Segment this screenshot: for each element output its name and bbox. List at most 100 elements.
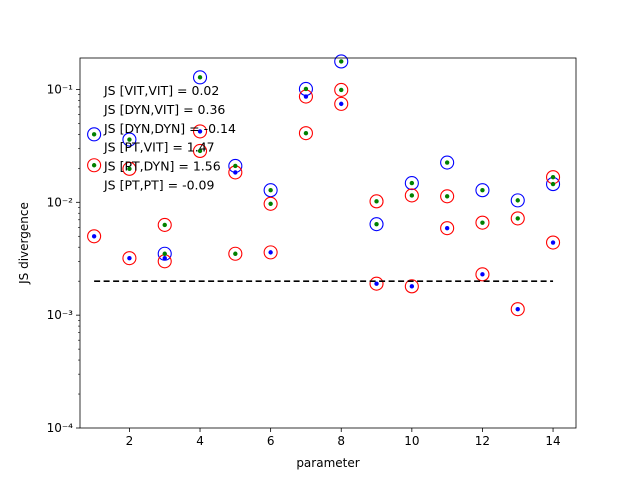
annotation-text: JS [DYN,VIT] = 0.36 [103,102,225,117]
data-dot-marker [480,220,485,225]
data-dot-marker [303,94,309,99]
data-dot-marker [127,166,132,172]
data-ring-marker [369,217,384,232]
y-tick-label: 10⁻⁴ [47,421,74,435]
data-ring-marker [192,70,208,85]
data-ring-marker [440,221,455,236]
data-dot-marker [197,148,203,154]
data-dot-marker [515,216,520,221]
data-ring-marker [404,176,419,191]
x-tick-label: 4 [196,434,204,448]
data-dot-marker [268,250,273,255]
plot-background [80,58,576,428]
data-dot-marker [409,180,415,186]
data-ring-marker [404,188,419,203]
data-ring-marker [510,302,525,317]
data-dot-marker [162,255,167,261]
x-tick-label: 8 [337,434,345,448]
data-dot-marker [233,170,238,175]
data-ring-marker [510,211,525,226]
x-axis-ticks: 2 4 6 8 10 12 14 [126,428,561,448]
data-dot-marker [127,137,132,142]
annotation-text: JS [DYN,DYN] = -0.14 [103,121,236,136]
data-markers [87,54,561,317]
data-dot-marker [162,251,167,256]
data-ring-marker [475,267,490,282]
data-dot-marker [339,101,344,107]
data-dot-marker [550,181,556,187]
data-ring-marker [510,193,525,208]
data-ring-marker [298,126,313,141]
data-ring-marker [440,155,455,170]
data-dot-marker [233,163,238,169]
data-dot-marker [268,188,273,193]
data-ring-marker [157,217,172,232]
data-ring-marker [122,161,137,176]
y-tick-label: 10⁻³ [47,308,74,322]
x-tick-label: 6 [267,434,275,448]
data-dot-marker [233,251,238,256]
data-dot-marker [197,129,203,134]
data-dot-marker [444,160,450,165]
data-ring-marker [87,127,102,142]
x-tick-label: 12 [475,434,490,448]
data-ring-marker [404,279,419,294]
annotation-text: JS [PT,VIT] = 1.47 [103,140,215,155]
data-ring-marker [334,82,349,97]
data-dot-marker [550,174,556,180]
data-dot-marker [127,255,132,261]
y-tick-label: 10⁻² [47,195,74,209]
data-dot-marker [91,163,97,168]
data-dot-marker [374,221,379,227]
data-ring-marker [334,96,349,111]
x-axis-label: parameter [296,456,359,470]
data-ring-marker [228,246,243,261]
data-ring-marker [122,251,137,266]
annotation-text: JS [VIT,VIT] = 0.02 [103,83,219,98]
data-ring-marker [440,189,455,204]
data-dot-marker [515,306,520,312]
data-ring-marker [87,229,102,244]
data-dot-marker [374,199,379,204]
data-dot-marker [444,225,450,231]
data-dot-marker [268,201,273,206]
data-ring-marker [192,143,208,159]
data-ring-marker [545,235,561,250]
data-dot-marker [303,130,309,136]
data-ring-marker [87,158,102,173]
y-axis-label: JS divergence [17,202,31,285]
y-axis-ticks: 10⁻⁴ 10⁻³ 10⁻² 10⁻¹ [47,82,80,435]
data-ring-marker [334,54,349,69]
data-dot-marker [339,87,344,93]
data-ring-marker [369,276,384,291]
plot-frame [79,57,577,429]
data-dot-marker [197,75,203,80]
data-ring-marker [369,194,384,209]
data-dot-marker [515,198,520,203]
x-tick-label: 14 [545,434,560,448]
data-dot-marker [480,272,485,277]
data-ring-marker [263,183,278,198]
data-dot-marker [339,59,344,64]
data-ring-marker [263,196,278,211]
x-tick-label: 2 [126,434,134,448]
data-ring-marker [192,124,208,139]
data-dot-marker [91,132,97,137]
x-tick-label: 10 [404,434,419,448]
data-dot-marker [409,284,415,289]
data-dot-marker [444,194,450,199]
data-ring-marker [475,183,490,198]
annotation-text: JS [PT,DYN] = 1.56 [103,159,221,174]
data-ring-marker [122,132,137,147]
data-dot-marker [409,193,415,198]
data-dot-marker [374,281,379,286]
y-tick-label: 10⁻¹ [47,82,74,96]
data-ring-marker [263,245,278,260]
data-dot-marker [303,86,309,92]
data-ring-marker [475,215,490,230]
annotations: JS [VIT,VIT] = 0.02 JS [DYN,VIT] = 0.36 JS… [103,83,236,193]
data-dot-marker [550,240,556,245]
annotation-text: JS [PT,PT] = -0.09 [103,178,214,193]
data-dot-marker [91,234,97,239]
